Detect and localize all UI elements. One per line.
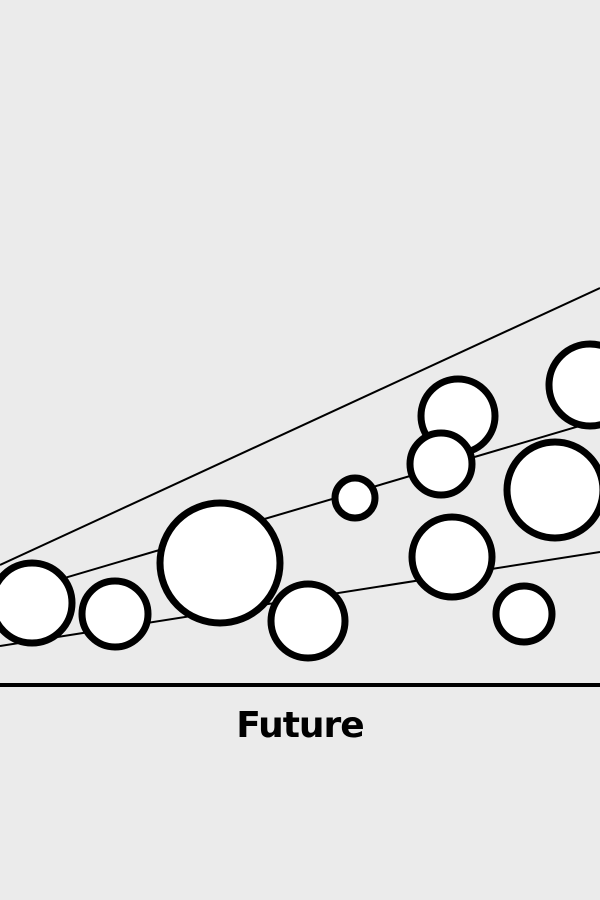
circle-4 [267,580,349,662]
axis-label-future: Future [236,705,364,746]
circle-7 [406,429,476,499]
circle-9 [492,582,556,646]
circle-8 [408,513,496,601]
circle-1 [0,559,76,647]
cone-middle-line [0,419,600,598]
circle-3 [156,499,284,627]
circle-2 [78,577,152,651]
circle-5 [331,474,379,522]
circle-11 [545,340,600,430]
circle-10 [503,438,600,542]
cone-upper-line [0,287,600,566]
